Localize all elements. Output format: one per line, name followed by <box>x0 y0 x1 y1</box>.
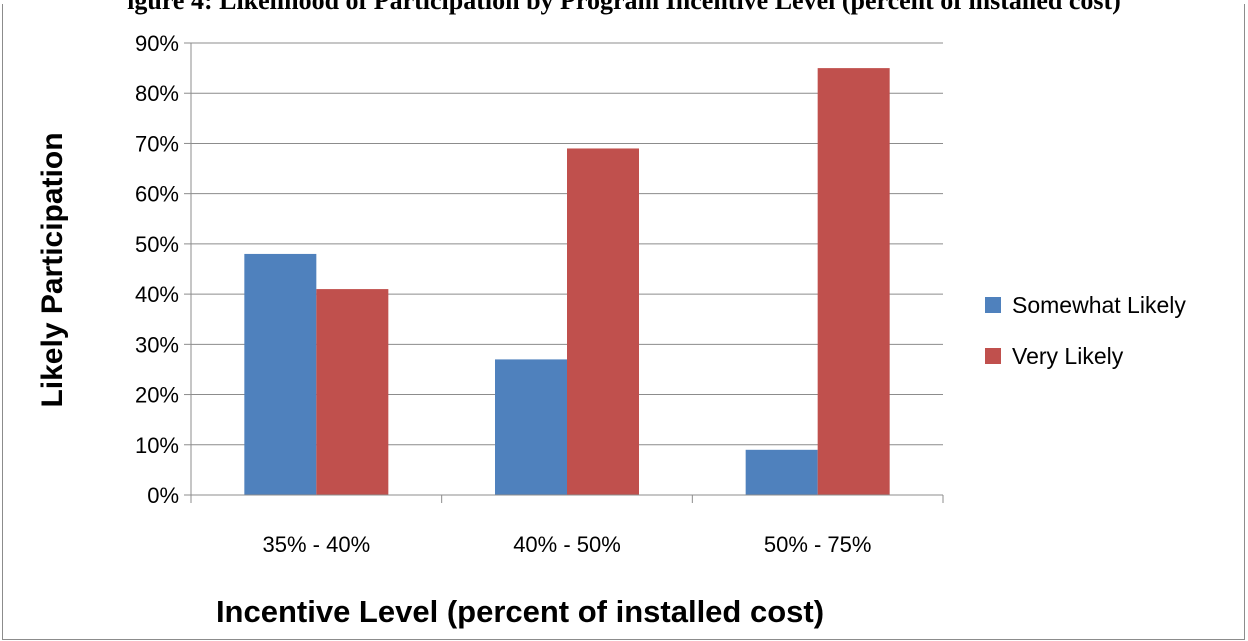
chart-frame <box>2 4 1245 640</box>
x-tick-label: 50% - 75% <box>764 532 872 557</box>
y-axis-title: Likely Participation <box>36 132 69 407</box>
y-tick-label: 70% <box>135 131 179 156</box>
y-tick-label: 30% <box>135 332 179 357</box>
chart-title: igure 4: Likelihood of Participation by … <box>127 0 1121 15</box>
x-tick-label: 40% - 50% <box>513 532 621 557</box>
y-tick-label: 60% <box>135 182 179 207</box>
legend[interactable]: Somewhat Likely Very Likely <box>985 292 1186 369</box>
y-tick-label: 40% <box>135 282 179 307</box>
x-tick-labels: 35% - 40% 40% - 50% 50% - 75% <box>263 532 872 557</box>
y-tick-label: 80% <box>135 81 179 106</box>
legend-swatch <box>985 297 1001 313</box>
y-tick-label: 20% <box>135 383 179 408</box>
axes <box>190 43 944 503</box>
bar-very-likely-1 <box>567 148 639 495</box>
legend-label: Somewhat Likely <box>1012 292 1186 318</box>
bar-somewhat-likely-1 <box>495 359 567 495</box>
bar-very-likely-0 <box>316 289 389 495</box>
bar-very-likely-2 <box>817 68 890 495</box>
x-tick-label: 35% - 40% <box>263 532 371 557</box>
x-axis-title: Incentive Level (percent of installed co… <box>216 594 824 629</box>
y-tick-label: 10% <box>135 433 179 458</box>
bar-somewhat-likely-0 <box>244 253 317 495</box>
bar-somewhat-likely-2 <box>745 449 818 495</box>
y-tick-label: 50% <box>135 232 179 257</box>
legend-label: Very Likely <box>1012 343 1124 369</box>
legend-swatch <box>985 348 1001 364</box>
y-tick-label: 0% <box>147 483 179 508</box>
y-tick-labels: 0% 10% 20% 30% 40% 50% 60% 70% 80% 90% <box>135 31 179 508</box>
y-tick-label: 90% <box>135 31 179 56</box>
bars <box>244 68 890 495</box>
